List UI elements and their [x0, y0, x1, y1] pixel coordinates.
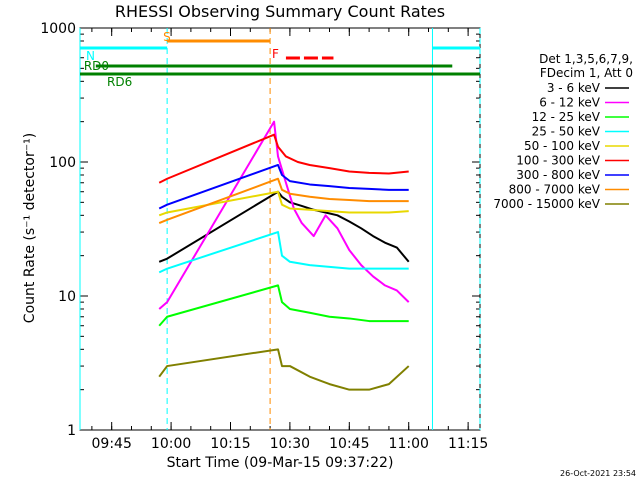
legend-header-line-1: Det 1,3,5,6,7,9,	[539, 52, 633, 66]
legend-label: 300 - 800 keV	[516, 168, 600, 182]
chart-title: RHESSI Observing Summary Count Rates	[115, 2, 445, 21]
series-line	[158, 284, 409, 327]
series-line	[158, 177, 409, 225]
timestamp-stamp: 26-Oct-2021 23:54	[560, 469, 636, 478]
plot-frame	[79, 27, 481, 431]
series-line	[158, 348, 410, 391]
series-line	[158, 231, 409, 274]
flag-label-n: N	[86, 49, 95, 63]
x-tick-label: 11:00	[389, 436, 429, 452]
series-line	[158, 120, 410, 310]
legend-label: 100 - 300 keV	[516, 154, 600, 168]
x-tick-label: 10:00	[151, 436, 191, 452]
y-tick-label: 100	[49, 155, 76, 171]
y-tick-label: 1	[67, 423, 76, 439]
legend-label: 50 - 100 keV	[524, 139, 601, 153]
x-tick-label: 09:45	[92, 436, 132, 452]
y-tick-label: 1000	[40, 21, 76, 37]
legend-label: 25 - 50 keV	[532, 125, 601, 139]
flag-label-rd6: RD6	[107, 75, 132, 89]
series-line	[158, 133, 409, 184]
flag-label-f: F	[272, 47, 279, 61]
x-tick-label: 10:45	[329, 436, 369, 452]
y-tick-label: 10	[58, 289, 76, 305]
legend-header-line-2: FDecim 1, Att 0	[540, 66, 633, 80]
x-axis-label: Start Time (09-Mar-15 09:37:22)	[167, 455, 394, 471]
series-line	[158, 190, 409, 217]
flag-label-rd0: RD0	[84, 59, 109, 73]
series-line	[158, 163, 409, 210]
x-tick-label: 10:15	[210, 436, 250, 452]
legend-label: 7000 - 15000 keV	[493, 197, 600, 211]
legend-label: 3 - 6 keV	[547, 81, 601, 95]
legend-label: 12 - 25 keV	[532, 110, 601, 124]
legend-label: 800 - 7000 keV	[509, 183, 601, 197]
legend-label: 6 - 12 keV	[539, 96, 601, 110]
flag-label-s: S	[163, 30, 171, 44]
y-axis-label: Count Rate (s⁻¹ detector⁻¹)	[22, 133, 38, 323]
x-tick-label: 10:30	[270, 436, 310, 452]
x-tick-label: 11:15	[448, 436, 488, 452]
